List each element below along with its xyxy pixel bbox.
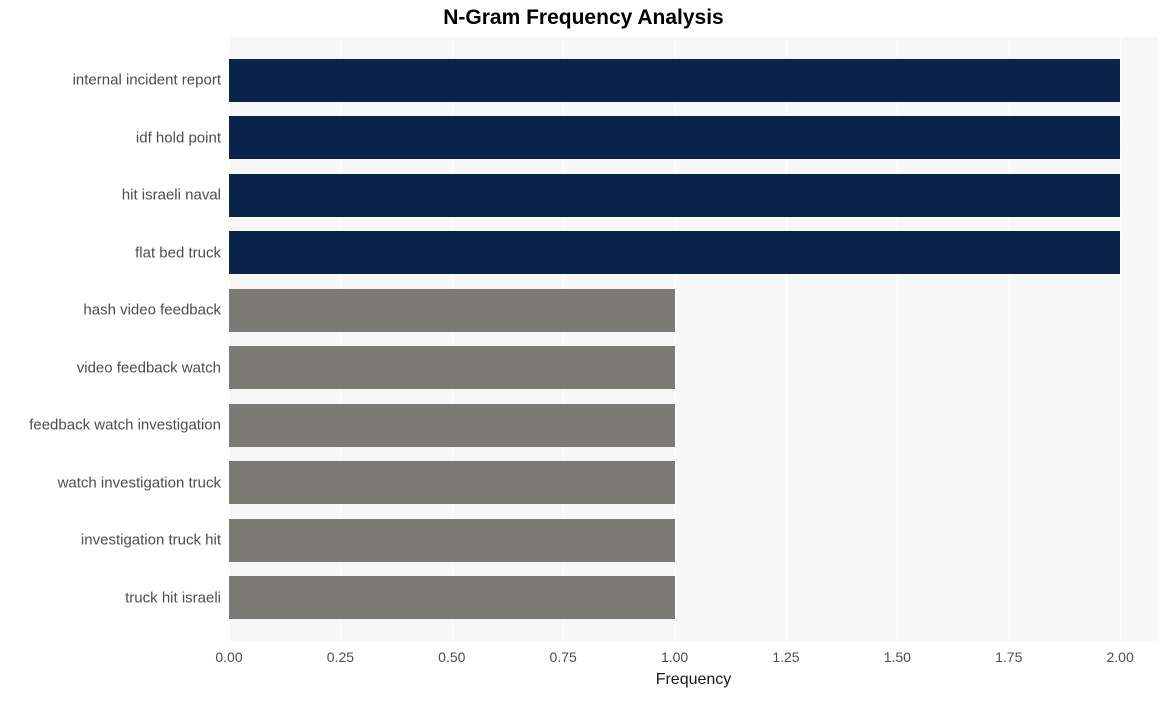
bar: [229, 461, 675, 504]
y-tick-label: video feedback watch: [0, 359, 221, 376]
y-tick-label: hit israeli naval: [0, 187, 221, 204]
y-tick-label: watch investigation truck: [0, 474, 221, 491]
plot-area: [229, 37, 1158, 641]
bar: [229, 231, 1120, 274]
bar: [229, 59, 1120, 102]
x-axis-label: Frequency: [229, 671, 1158, 689]
chart-title: N-Gram Frequency Analysis: [0, 6, 1167, 30]
y-tick-label: feedback watch investigation: [0, 417, 221, 434]
bar: [229, 174, 1120, 217]
y-tick-label: truck hit israeli: [0, 589, 221, 606]
x-tick-label: 0.00: [215, 649, 242, 665]
x-tick-label: 0.75: [550, 649, 577, 665]
y-tick-label: internal incident report: [0, 72, 221, 89]
x-tick-label: 0.50: [438, 649, 465, 665]
bar: [229, 576, 675, 619]
x-tick-label: 1.00: [661, 649, 688, 665]
x-tick-label: 2.00: [1107, 649, 1134, 665]
bar: [229, 519, 675, 562]
y-tick-label: idf hold point: [0, 129, 221, 146]
gridline-v: [1120, 37, 1121, 641]
x-tick-label: 0.25: [327, 649, 354, 665]
y-tick-label: investigation truck hit: [0, 532, 221, 549]
y-tick-label: hash video feedback: [0, 302, 221, 319]
y-tick-label: flat bed truck: [0, 244, 221, 261]
bar: [229, 404, 675, 447]
x-tick-label: 1.25: [772, 649, 799, 665]
chart-container: N-Gram Frequency Analysis Frequency 0.00…: [0, 0, 1167, 701]
bar: [229, 346, 675, 389]
x-tick-label: 1.50: [884, 649, 911, 665]
x-tick-label: 1.75: [995, 649, 1022, 665]
bar: [229, 116, 1120, 159]
bar: [229, 289, 675, 332]
